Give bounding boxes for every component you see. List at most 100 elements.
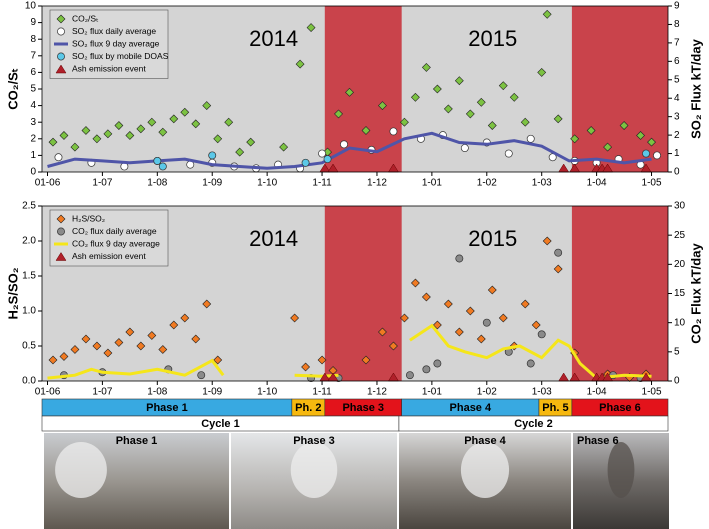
x-tick-label: 1-01 — [422, 178, 442, 189]
y2-tick-label: 8 — [674, 19, 680, 30]
point — [202, 101, 212, 111]
phase-label: Ph. 2 — [295, 402, 321, 414]
point — [345, 87, 354, 97]
point — [554, 248, 563, 257]
x-tick-label: 1-02 — [477, 178, 497, 189]
legend-swatch — [56, 214, 66, 224]
point — [619, 121, 629, 130]
point — [520, 117, 530, 127]
point — [537, 330, 546, 339]
point — [553, 264, 563, 274]
point — [317, 355, 327, 365]
point — [399, 117, 409, 127]
year-label: 2015 — [468, 26, 517, 51]
y2-tick-label: 9 — [674, 1, 680, 12]
cycle-label: Cycle 2 — [514, 418, 553, 430]
photo-plume — [290, 442, 338, 498]
period-shade — [571, 6, 668, 172]
point — [410, 92, 420, 102]
y2-tick-label: 0 — [674, 376, 680, 387]
y-tick-label: 1 — [30, 150, 36, 161]
legend-label: CO₂ flux 9 day average — [72, 238, 160, 248]
y-tick-label: 7 — [30, 50, 36, 61]
photo-plume — [607, 442, 635, 498]
y-tick-label: 9 — [30, 17, 36, 28]
point — [103, 129, 113, 139]
point — [306, 23, 316, 33]
x-tick-label: 1-09 — [202, 387, 222, 398]
point — [318, 149, 327, 158]
y-tick-label: 1.5 — [22, 271, 36, 282]
period-shade — [324, 6, 402, 172]
y2-tick-label: 1 — [674, 148, 680, 159]
point — [235, 147, 245, 157]
point — [399, 313, 409, 323]
y2-tick-label: 30 — [674, 201, 686, 212]
point — [169, 320, 179, 330]
point — [246, 137, 256, 147]
point — [197, 371, 206, 380]
point — [158, 162, 167, 171]
point — [647, 137, 656, 147]
y-tick-label: 0 — [30, 167, 36, 178]
legend-swatch — [55, 252, 67, 261]
point — [460, 144, 469, 152]
point — [526, 359, 535, 368]
y2-tick-label: 0 — [674, 167, 680, 178]
y-tick-label: 3 — [30, 117, 36, 128]
point — [224, 117, 234, 127]
point — [301, 158, 310, 167]
x-tick-label: 1-03 — [532, 387, 552, 398]
point — [422, 365, 431, 374]
cycle-segment — [398, 415, 669, 432]
point — [48, 137, 58, 147]
cycle-label: Cycle 1 — [201, 418, 240, 430]
point — [653, 151, 661, 160]
point — [476, 97, 486, 107]
x-tick-label: 1-10 — [257, 387, 277, 398]
y-tick-label: 2.5 — [22, 201, 36, 212]
y2-axis-label: SO₂ Flux kT/day — [688, 38, 703, 138]
x-tick-label: 1-07 — [92, 387, 112, 398]
phase-label: Phase 6 — [599, 402, 641, 414]
y-tick-label: 0.5 — [22, 341, 36, 352]
legend-box — [49, 209, 169, 267]
point — [455, 254, 464, 263]
point — [465, 306, 475, 316]
point — [389, 341, 398, 351]
point — [169, 114, 179, 124]
point — [642, 149, 650, 158]
x-tick-label: 1-10 — [257, 178, 277, 189]
point — [520, 299, 530, 309]
photo-label: Phase 4 — [464, 435, 506, 447]
point — [389, 127, 398, 136]
y-tick-label: 1.0 — [22, 306, 36, 317]
point — [114, 121, 124, 130]
x-tick-label: 1-07 — [92, 178, 112, 189]
photo-plume — [460, 442, 510, 498]
y-tick-label: 8 — [30, 34, 36, 45]
legend-swatch — [57, 227, 65, 236]
point — [378, 101, 387, 111]
point — [125, 327, 135, 337]
y2-tick-label: 3 — [674, 111, 680, 122]
point — [465, 109, 475, 119]
photo-label: Phase 1 — [116, 435, 158, 447]
x-tick-label: 1-02 — [477, 387, 497, 398]
x-tick-label: 01-06 — [35, 387, 61, 398]
x-tick-label: 1-09 — [202, 178, 222, 189]
point — [542, 236, 552, 246]
point — [454, 76, 464, 86]
y2-axis-label: CO₂ Flux kT/day — [688, 243, 703, 344]
legend-label: SO₂ flux 9 day average — [72, 38, 160, 48]
point — [158, 127, 168, 137]
point — [432, 320, 442, 330]
point — [81, 334, 91, 344]
y-axis-label: H₂S/SO₂ — [5, 267, 20, 319]
y-axis-label: CO₂/Sₜ — [5, 68, 20, 110]
point — [208, 151, 217, 160]
point — [180, 313, 190, 323]
phase-label: Ph. 5 — [542, 402, 568, 414]
point — [301, 362, 311, 372]
